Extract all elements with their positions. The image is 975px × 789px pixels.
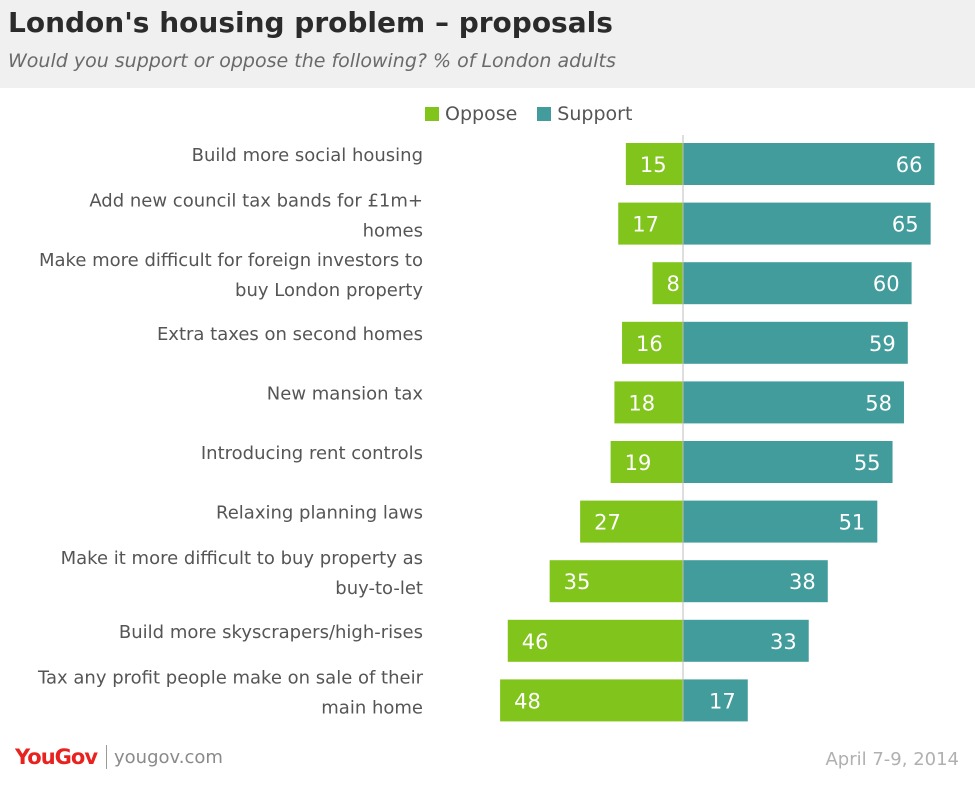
bar-support [683, 143, 935, 185]
data-label-oppose: 17 [632, 213, 659, 237]
category-label: buy London property [235, 280, 423, 301]
data-label-oppose: 27 [594, 511, 621, 535]
bar-oppose [610, 441, 683, 483]
category-label: Tax any profit people make on sale of th… [37, 667, 424, 688]
bar-oppose [614, 381, 683, 424]
bar-oppose [549, 560, 683, 603]
data-label-oppose: 35 [564, 570, 591, 594]
data-label-support: 60 [873, 272, 900, 296]
legend-label-support: Support [557, 103, 633, 125]
bar-support [683, 679, 748, 722]
bar-oppose [622, 321, 683, 364]
bar-support [683, 441, 893, 483]
category-label: Build more skyscrapers/high-rises [119, 622, 423, 643]
category-label: New mansion tax [267, 383, 424, 404]
legend-swatch-oppose [425, 107, 439, 121]
category-label: homes [363, 221, 423, 242]
data-label-oppose: 15 [640, 153, 667, 177]
data-label-support: 66 [896, 153, 923, 177]
chart-subtitle: Would you support or oppose the followin… [8, 50, 616, 72]
bar-support [683, 381, 904, 424]
bar-support [683, 262, 912, 305]
bar-oppose [507, 619, 683, 662]
legend-item-oppose: Oppose [425, 103, 517, 125]
bar-oppose [618, 202, 683, 245]
bar-support [683, 500, 878, 543]
footer-divider [106, 745, 107, 769]
bar-oppose [625, 143, 683, 185]
category-label: Relaxing planning laws [216, 503, 423, 524]
data-label-support: 51 [839, 511, 866, 535]
data-label-support: 58 [865, 391, 892, 415]
category-label: Make it more difficult to buy property a… [61, 548, 423, 569]
data-label-support: 55 [854, 451, 881, 475]
data-label-support: 38 [789, 570, 816, 594]
data-label-support: 17 [709, 689, 736, 713]
footer-date: April 7-9, 2014 [825, 749, 959, 770]
data-label-oppose: 19 [625, 451, 652, 475]
category-label: Make more difficult for foreign investor… [39, 250, 423, 271]
category-label: buy-to-let [335, 578, 423, 599]
bar-oppose [652, 262, 683, 305]
data-label-oppose: 48 [514, 689, 541, 713]
bar-support [683, 321, 908, 364]
bar-support [683, 619, 809, 662]
category-label: main home [321, 697, 423, 718]
data-label-support: 33 [770, 630, 797, 654]
bar-oppose [500, 679, 683, 722]
legend-swatch-support [537, 107, 552, 121]
legend: Oppose Support [425, 102, 652, 126]
yougov-logo: YouGov [15, 745, 98, 769]
category-label: Add new council tax bands for £1m+ [89, 191, 423, 212]
data-label-oppose: 16 [636, 332, 663, 356]
data-label-oppose: 18 [628, 391, 655, 415]
header-band [0, 0, 975, 88]
bar-support [683, 560, 828, 603]
bar-support [683, 202, 931, 245]
category-label: Introducing rent controls [201, 443, 423, 464]
legend-item-support: Support [537, 103, 632, 125]
data-label-support: 59 [869, 332, 896, 356]
chart-title: London's housing problem – proposals [8, 6, 613, 39]
data-label-oppose: 8 [667, 272, 680, 296]
footer-site: yougov.com [114, 747, 223, 768]
data-label-oppose: 46 [522, 630, 549, 654]
category-label: Build more social housing [192, 145, 423, 166]
legend-label-oppose: Oppose [445, 103, 518, 125]
data-label-support: 65 [892, 213, 919, 237]
category-label: Extra taxes on second homes [157, 324, 423, 345]
bar-oppose [580, 500, 683, 543]
